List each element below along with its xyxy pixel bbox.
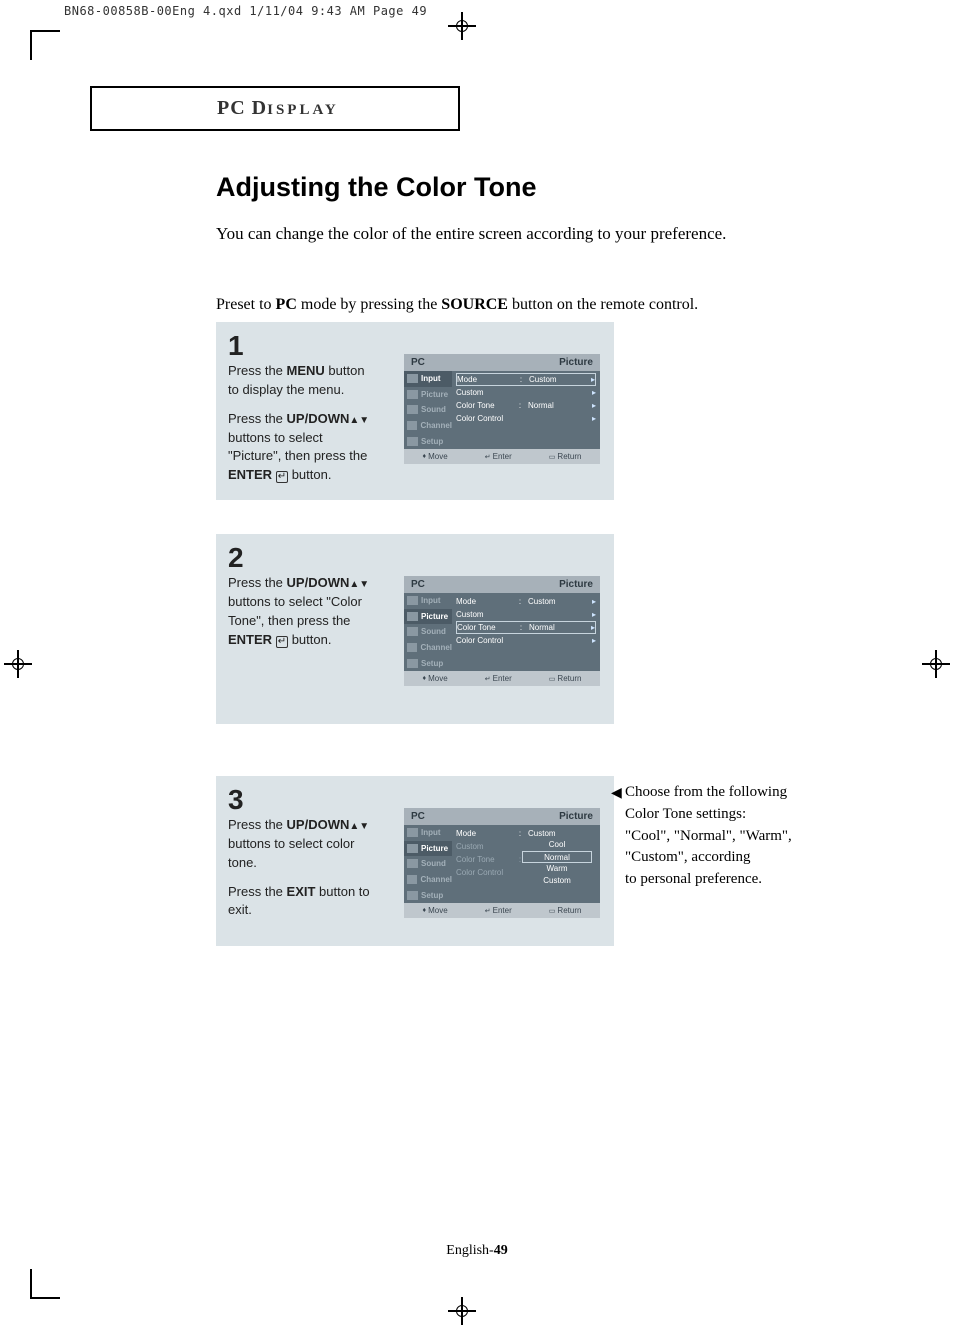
section-label: PC DISPLAY [217,97,339,120]
step-number: 2 [228,544,602,572]
step-text: Press the UP/DOWN▲▼ buttons to select co… [228,816,378,920]
crop-mark-right [922,650,950,678]
step-3: 3 Press the UP/DOWN▲▼ buttons to select … [216,776,614,946]
section-header: PC DISPLAY [90,86,460,131]
preset-text: Preset to PC mode by pressing the SOURCE… [216,296,698,314]
step-2: 2 Press the UP/DOWN▲▼ buttons to select … [216,534,614,724]
step-text: Press the MENU button to display the men… [228,362,378,485]
page-number: English-49 [0,1243,954,1259]
osd-main: Mode:Custom▸ Custom▸ Color Tone:Normal▸ … [452,371,600,449]
crop-corner-tl [30,30,60,60]
crop-mark-bottom [448,1297,476,1325]
osd-screenshot-1: PCPicture Input Picture Sound Channel Se… [404,354,600,464]
osd-sidebar: Input Picture Sound Channel Setup [404,371,452,449]
step-text: Press the UP/DOWN▲▼ buttons to select "C… [228,574,378,649]
crop-corner-bl [30,1269,60,1299]
osd-header: PCPicture [404,354,600,371]
crop-mark-top [448,12,476,40]
step-1: 1 Press the MENU button to display the m… [216,322,614,500]
osd-screenshot-3: PCPicture Input Picture Sound Channel Se… [404,808,600,918]
osd-screenshot-2: PCPicture Input Picture Sound Channel Se… [404,576,600,686]
intro-text: You can change the color of the entire s… [216,224,726,244]
osd-options: Cool Normal Warm Custom [522,839,592,887]
osd-footer: ♦Move ↵Enter ▭Return [404,449,600,464]
file-header: BN68-00858B-00Eng 4.qxd 1/11/04 9:43 AM … [64,4,427,18]
page-title: Adjusting the Color Tone [216,172,536,203]
crop-mark-left [4,650,32,678]
sidenote: ◀ Choose from the following Color Tone s… [625,782,895,891]
sidenote-arrow-icon: ◀ [611,784,622,804]
